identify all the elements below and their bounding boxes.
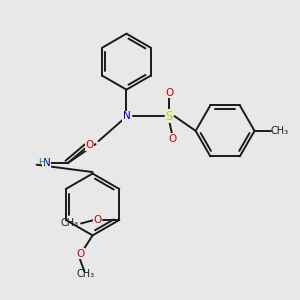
Text: CH₃: CH₃ (271, 126, 289, 136)
Text: O: O (93, 215, 101, 225)
Text: O: O (85, 140, 94, 150)
Text: CH₃: CH₃ (76, 269, 94, 279)
Text: S: S (166, 110, 173, 123)
Text: O: O (168, 134, 176, 144)
Text: O: O (165, 88, 173, 98)
Text: H: H (38, 158, 45, 167)
Text: CH₃: CH₃ (60, 218, 78, 229)
Text: N: N (123, 111, 130, 121)
Text: O: O (77, 249, 85, 259)
Text: N: N (43, 158, 50, 168)
